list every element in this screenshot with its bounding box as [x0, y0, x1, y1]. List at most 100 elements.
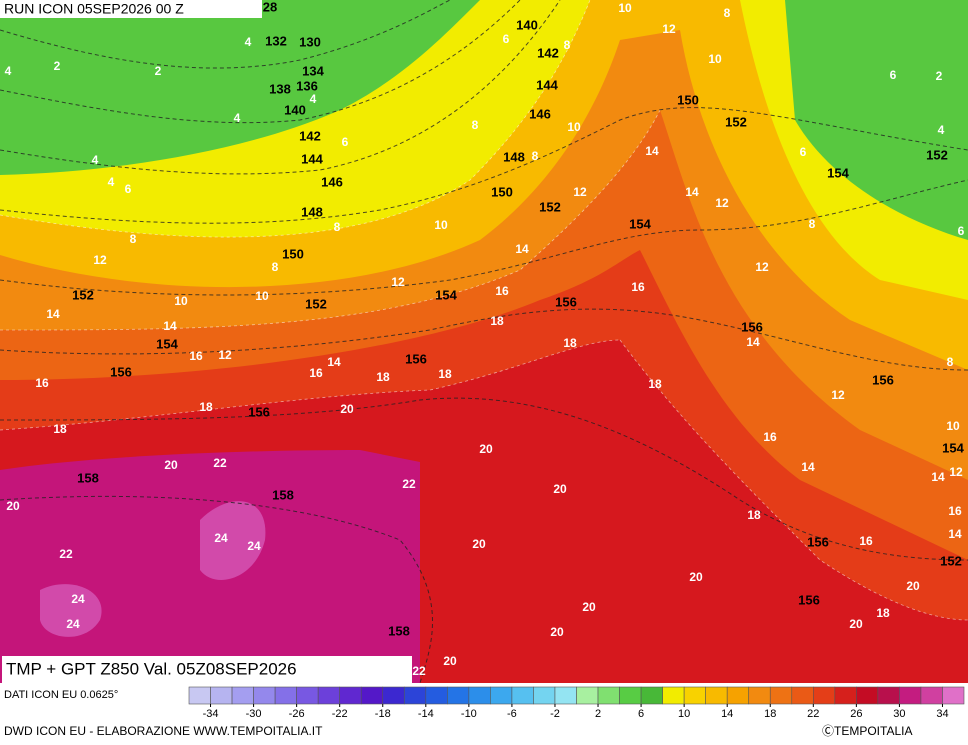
temperature-label: 20 — [443, 654, 457, 668]
geopotential-label: 140 — [516, 17, 538, 32]
colorbar-tick-label: 6 — [638, 708, 644, 720]
temperature-label: 14 — [685, 185, 699, 199]
temperature-label: 4 — [245, 35, 252, 49]
temperature-label: 24 — [247, 539, 261, 553]
temperature-label: 10 — [708, 52, 722, 66]
geopotential-label: 154 — [435, 287, 457, 302]
temperature-label: 18 — [199, 400, 213, 414]
temperature-label: 20 — [906, 579, 920, 593]
temperature-label: 6 — [342, 135, 349, 149]
colorbar-box — [683, 686, 706, 705]
temperature-label: 24 — [66, 617, 80, 631]
colorbar-box — [640, 686, 663, 705]
colorbar-tick-label: -30 — [246, 708, 262, 720]
temperature-label: 4 — [108, 175, 115, 189]
geopotential-label: 154 — [942, 440, 964, 455]
title-box — [2, 656, 412, 683]
temperature-label: 10 — [618, 1, 632, 15]
colorbar-box — [705, 686, 728, 705]
temperature-label: 18 — [563, 336, 577, 350]
geopotential-label: 154 — [156, 336, 178, 351]
temperature-label: 20 — [550, 625, 564, 639]
geopotential-label: 156 — [405, 351, 427, 366]
colorbar-box — [791, 686, 814, 705]
geopotential-label: 146 — [529, 106, 551, 121]
map-background — [0, 0, 968, 683]
colorbar-box — [511, 686, 534, 705]
temperature-label: 22 — [59, 547, 73, 561]
temperature-label: 4 — [92, 153, 99, 167]
temperature-label: 20 — [340, 402, 354, 416]
temperature-label: 18 — [648, 377, 662, 391]
colorbar-box — [576, 686, 599, 705]
temperature-label: 18 — [876, 606, 890, 620]
colorbar-tick-label: 26 — [850, 708, 862, 720]
temperature-label: 12 — [391, 275, 405, 289]
colorbar-box — [360, 686, 384, 705]
geopotential-label: 152 — [539, 199, 561, 214]
geopotential-label: 154 — [827, 165, 849, 180]
geopotential-label: 156 — [798, 592, 820, 607]
temperature-label: 6 — [503, 32, 510, 46]
colorbar-box — [726, 686, 750, 705]
colorbar-box — [490, 686, 513, 705]
temperature-label: 12 — [949, 465, 963, 479]
temperature-label: 14 — [327, 355, 341, 369]
geopotential-label: 154 — [629, 216, 651, 231]
credit: DWD ICON EU - ELABORAZIONE WWW.TEMPOITAL… — [4, 724, 323, 738]
geopotential-label: 156 — [555, 294, 577, 309]
temperature-label: 16 — [948, 504, 962, 518]
colorbar-box — [748, 686, 771, 705]
temperature-label: 22 — [412, 664, 426, 678]
temperature-label: 16 — [309, 366, 323, 380]
geopotential-label: 140 — [284, 102, 306, 117]
temperature-label: 12 — [755, 260, 769, 274]
colorbar-box — [403, 686, 427, 705]
temperature-label: 16 — [495, 284, 509, 298]
temperature-label: 18 — [53, 422, 67, 436]
colorbar-box — [856, 686, 879, 705]
geopotential-label: 152 — [305, 296, 327, 311]
colorbar-box — [382, 686, 405, 705]
colorbar-tick-label: 10 — [678, 708, 690, 720]
colorbar-box — [253, 686, 276, 705]
colorbar-box — [899, 686, 922, 705]
temperature-label: 8 — [334, 220, 341, 234]
geopotential-label: 142 — [537, 45, 559, 60]
temperature-label: 20 — [689, 570, 703, 584]
temperature-label: 20 — [472, 537, 486, 551]
geopotential-label: 158 — [77, 470, 99, 485]
temperature-label: 24 — [214, 531, 228, 545]
geopotential-label: 146 — [321, 174, 343, 189]
colorbar-box — [813, 686, 836, 705]
temperature-label: 6 — [800, 145, 807, 159]
temperature-label: 12 — [218, 348, 232, 362]
geopotential-label: 158 — [272, 487, 294, 502]
geopotential-label: 134 — [302, 63, 324, 78]
temperature-label: 10 — [567, 120, 581, 134]
temperature-label: 10 — [174, 294, 188, 308]
colorbar-tick-label: -14 — [418, 708, 434, 720]
colorbar-tick-label: -10 — [461, 708, 477, 720]
temperature-label: 18 — [376, 370, 390, 384]
temperature-label: 14 — [931, 470, 945, 484]
geopotential-label: 156 — [807, 534, 829, 549]
colorbar-tick-label: -22 — [332, 708, 348, 720]
colorbar-box — [834, 686, 857, 705]
colorbar-box — [942, 686, 965, 705]
temperature-label: 8 — [564, 38, 571, 52]
colorbar-box — [188, 686, 211, 705]
temperature-label: 10 — [946, 419, 960, 433]
colorbar-box — [769, 686, 793, 705]
temperature-label: 8 — [809, 217, 816, 231]
geopotential-label: 152 — [926, 147, 948, 162]
temperature-label: 4 — [938, 123, 945, 137]
geopotential-label: 156 — [741, 319, 763, 334]
temperature-label: 14 — [46, 307, 60, 321]
temperature-label: 8 — [130, 232, 137, 246]
colorbar-box — [468, 686, 491, 705]
geopotential-label: 130 — [299, 34, 321, 49]
colorbar-tick-label: 14 — [721, 708, 733, 720]
temperature-label: 20 — [6, 499, 20, 513]
